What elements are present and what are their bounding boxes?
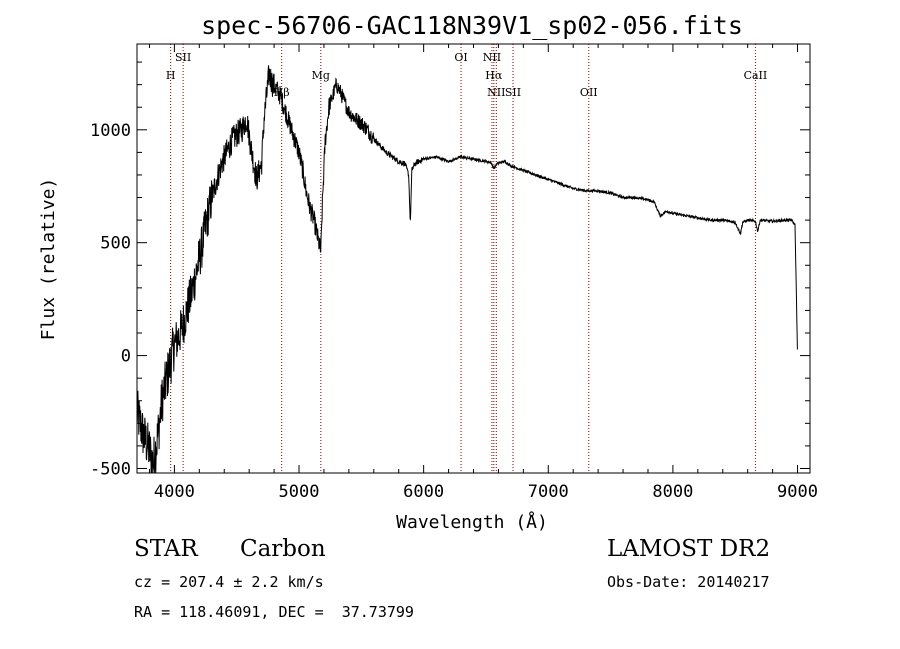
chart-title: spec-56706-GAC118N39V1_sp02-056.fits — [201, 11, 743, 40]
y-axis-label: Flux (relative) — [38, 178, 59, 341]
line-marker-label: NII — [483, 51, 501, 64]
x-tick-label: 4000 — [154, 482, 195, 502]
x-axis-label: Wavelength (Å) — [396, 511, 548, 533]
spectrum-series — [136, 65, 798, 473]
line-marker-label: SII — [505, 86, 521, 99]
y-tick-label: 0 — [121, 347, 131, 367]
x-tick-label: 7000 — [528, 482, 569, 502]
x-tick-label: 6000 — [403, 482, 444, 502]
line-marker-label: Mg — [312, 69, 330, 82]
line-marker-label: SII — [175, 51, 191, 64]
spectrum-line — [136, 65, 798, 473]
coordinates-readout: RA = 118.46091, DEC = 37.73799 — [134, 603, 414, 621]
line-marker-label: NII — [487, 86, 505, 99]
line-marker-label: OI — [454, 51, 467, 64]
object-class: STAR — [134, 536, 198, 562]
line-marker-label: Hα — [485, 69, 503, 82]
axes: 4000 5000 6000 7000 8000 9000 -500 0 500 1000 — [90, 44, 818, 502]
y-tick-label: 500 — [100, 234, 131, 254]
line-marker-label: OII — [580, 86, 598, 99]
redshift-readout: cz = 207.4 ± 2.2 km/s — [134, 573, 324, 591]
object-subclass: Carbon — [240, 536, 326, 562]
observation-date: Obs-Date: 20140217 — [607, 573, 770, 591]
line-marker-label: H — [166, 69, 176, 82]
x-tick-label: 9000 — [777, 482, 818, 502]
y-tick-label: 1000 — [90, 121, 131, 141]
line-marker-label: CaII — [744, 69, 768, 82]
survey-name: LAMOST DR2 — [607, 536, 771, 562]
x-tick-label: 5000 — [279, 482, 320, 502]
x-tick-label: 8000 — [652, 482, 693, 502]
y-tick-label: -500 — [90, 459, 131, 479]
plot-frame — [136, 43, 811, 474]
